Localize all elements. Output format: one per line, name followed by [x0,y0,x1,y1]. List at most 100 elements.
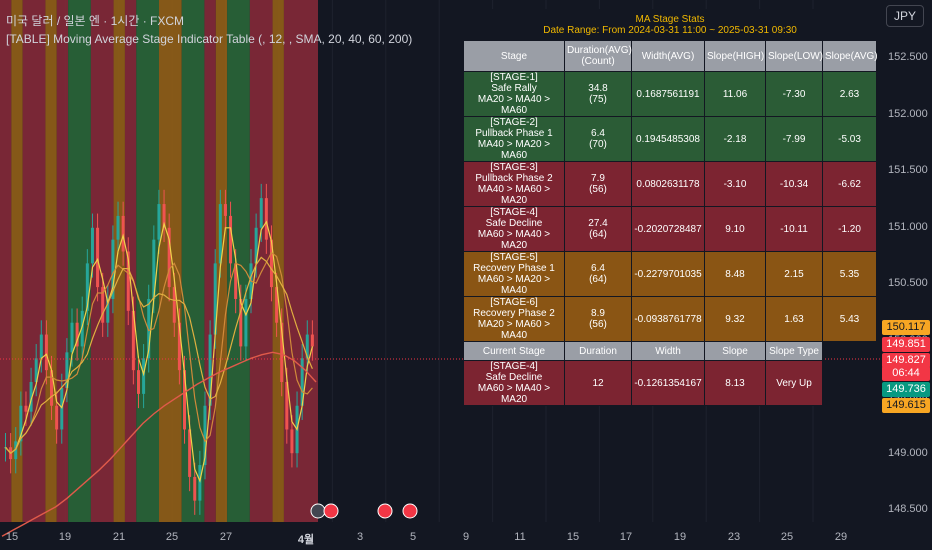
candle-body [142,358,146,394]
candle-body [172,287,176,323]
table-header-row: Stage Duration(AVG) (Count) Width(AVG) Slope… [463,40,878,72]
table-cell: 1.63 [765,296,823,342]
time-axis-label: 27 [219,531,233,543]
table-cell: 9.32 [704,296,766,342]
stage-band-orange [11,0,23,522]
table-cell: [STAGE-4] Safe Decline MA60 > MA40 > MA20 [463,206,565,252]
price-tag: 150.117 [882,320,930,335]
current-stage-row: [STAGE-4] Safe Decline MA60 > MA40 > MA20 1… [463,360,877,406]
time-axis-label: 17 [619,531,633,543]
candle-body [269,239,273,288]
candle-body [239,298,243,347]
price-axis-label: 148.500 [888,503,928,515]
price-tag: 149.851 [882,337,930,352]
ma200-line [1,351,317,537]
table-cell: 5.43 [821,296,878,342]
time-axis-label: 19 [673,531,687,543]
candle-body [34,358,38,383]
stage-band-red [124,0,137,522]
candle-body [223,204,227,216]
time-axis-label: 25 [780,531,794,543]
candle-body [39,334,43,359]
table-cell: -1.20 [821,206,878,252]
current-header: Current Stage [463,341,565,361]
table-cell: 2.63 [821,71,878,117]
time-axis-label: 23 [727,531,741,543]
event-marker-icon[interactable] [402,503,418,519]
table-cell: -0.2020728487 [631,206,705,252]
event-marker-icon[interactable] [377,503,393,519]
candle-body [101,287,105,323]
time-axis-label: 3 [356,531,364,543]
price-axis-label: 152.500 [888,51,928,63]
table-cell: [STAGE-5] Recovery Phase 1 MA60 > MA20 > M… [463,251,565,297]
candle-body [157,204,161,240]
time-axis-label: 19 [58,531,72,543]
current-cell: Very Up [765,360,823,406]
current-cell: -0.1261354167 [631,360,705,406]
table-row: [STAGE-4] Safe Decline MA60 > MA40 > MA20 2… [463,206,878,252]
candle-body [70,322,74,353]
price-tag: 06:44 [882,366,930,381]
table-cell: 8.48 [704,251,766,297]
stage-band-red [56,0,69,522]
table-row: [STAGE-3] Pullback Phase 2 MA40 > MA60 > M… [463,161,878,207]
price-tag: 149.736 [882,382,930,397]
time-axis-label: 9 [462,531,470,543]
empty-cell [823,342,877,361]
table-row: [STAGE-1] Safe Rally MA20 > MA40 > MA60 34.… [463,71,878,117]
candle-body [234,263,238,299]
event-marker-icon[interactable] [323,503,339,519]
candle-body [280,322,284,383]
chart-legend: 미국 달러 / 일본 엔 · 1시간 · FXCM [TABLE] Moving… [6,12,412,48]
table-cell: -0.0938761778 [631,296,705,342]
table-header: Width(AVG) [631,40,705,72]
table-cell: 0.1687561191 [631,71,705,117]
time-axis-label: 29 [834,531,848,543]
time-axis-label: 25 [165,531,179,543]
stage-band-green [68,0,91,522]
candle-body [80,310,84,347]
table-cell: -10.11 [765,206,823,252]
table-cell: 9.10 [704,206,766,252]
event-marker-icon[interactable] [310,503,326,519]
table-row: [STAGE-6] Recovery Phase 2 MA20 > MA60 > M… [463,296,878,342]
candle-body [111,239,115,299]
price-tag: 149.827 [882,353,930,368]
current-header-row: Current Stage Duration Width Slope Slope Typ… [463,341,877,361]
ma60-line [5,256,313,455]
table-cell: 0.1945485308 [631,116,705,162]
price-axis-label: 149.000 [888,446,928,459]
stage-band-red [204,0,216,522]
currency-button[interactable]: JPY [886,5,924,27]
price-tag: 149.615 [882,398,930,413]
candle-body [55,405,59,430]
price-axis-label: 152.000 [888,107,928,120]
candle-body [152,239,156,299]
ma20-line [5,220,313,483]
candle-body [65,352,69,388]
table-cell: -3.10 [704,161,766,207]
stage-band-orange [45,0,57,522]
table-header: Slope(AVG) [821,40,878,72]
candle-body [162,204,166,228]
candle-body [193,476,197,501]
ma40-line [5,251,313,455]
stage-band-red [283,0,318,522]
stage-band-red [249,0,273,522]
stage-band-orange [113,0,125,522]
table-cell: 2.15 [765,251,823,297]
candle-body [44,334,48,371]
candle-body [275,287,279,323]
time-axis-label: 5 [409,531,417,543]
current-cell: 12 [564,360,632,406]
time-axis-label: 11 [514,531,526,543]
table-cell: 27.4 (64) [564,206,632,252]
candle-body [85,263,89,311]
current-cell: 8.13 [704,360,766,406]
table-cell: -6.62 [821,161,878,207]
current-header: Duration [564,341,632,361]
indicator-title: [TABLE] Moving Average Stage Indicator T… [6,32,413,46]
table-cell: [STAGE-6] Recovery Phase 2 MA20 > MA60 > M… [463,296,565,342]
table-cell: -7.30 [765,71,823,117]
